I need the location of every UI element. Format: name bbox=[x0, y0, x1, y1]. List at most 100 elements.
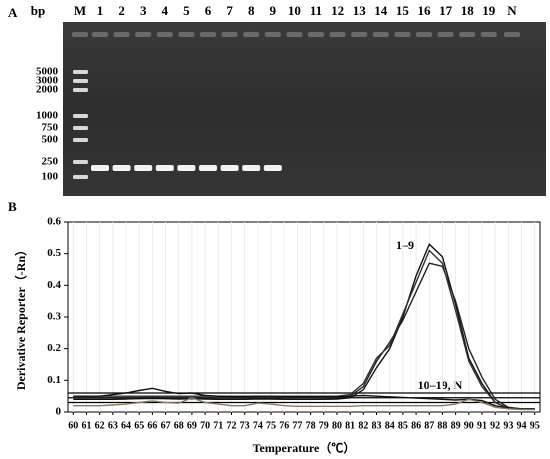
melt-curve bbox=[73, 397, 535, 411]
lane-label: M bbox=[74, 3, 86, 18]
sample-band bbox=[112, 165, 131, 171]
ladder-band bbox=[73, 88, 88, 92]
melt-curve bbox=[73, 262, 535, 410]
well bbox=[264, 32, 281, 37]
x-tick-label: 67 bbox=[161, 420, 171, 431]
x-tick-label: 77 bbox=[292, 420, 302, 431]
ladder-label: 3000 bbox=[36, 75, 59, 87]
x-tick-label: 71 bbox=[213, 420, 223, 431]
x-tick-label: 94 bbox=[517, 420, 527, 431]
lane-label: 18 bbox=[461, 3, 475, 18]
x-tick-label: 85 bbox=[398, 420, 408, 431]
sample-band bbox=[91, 165, 109, 171]
lane-label: 8 bbox=[248, 3, 255, 18]
lane-label: 5 bbox=[183, 3, 190, 18]
ladder-band bbox=[73, 70, 88, 74]
x-tick-label: 78 bbox=[306, 420, 316, 431]
sample-band bbox=[220, 165, 239, 171]
well bbox=[504, 32, 520, 37]
ladder-label: 250 bbox=[42, 156, 59, 168]
panel-label: B bbox=[8, 199, 17, 214]
x-tick-label: 93 bbox=[503, 420, 513, 431]
x-tick-label: 92 bbox=[490, 420, 500, 431]
well bbox=[72, 32, 88, 37]
x-tick-label: 60 bbox=[68, 420, 78, 431]
annotation: 1–9 bbox=[396, 238, 414, 252]
lane-label: 11 bbox=[310, 3, 322, 18]
sample-band bbox=[134, 165, 153, 171]
x-tick-label: 72 bbox=[226, 420, 236, 431]
ladder-band bbox=[73, 138, 88, 142]
well bbox=[308, 32, 324, 37]
sample-band bbox=[155, 165, 174, 171]
ladder-label: 100 bbox=[42, 171, 59, 183]
panel-label: A bbox=[8, 5, 18, 20]
well bbox=[200, 32, 216, 37]
x-tick-label: 95 bbox=[530, 420, 540, 431]
x-tick-label: 79 bbox=[319, 420, 329, 431]
x-tick-label: 90 bbox=[464, 420, 474, 431]
x-tick-label: 87 bbox=[424, 420, 434, 431]
sample-band bbox=[242, 165, 261, 171]
x-tick-label: 73 bbox=[240, 420, 250, 431]
x-tick-label: 76 bbox=[279, 420, 289, 431]
x-tick-label: 86 bbox=[411, 420, 421, 431]
lane-label: 9 bbox=[270, 3, 277, 18]
lane-label: 6 bbox=[205, 3, 212, 18]
well bbox=[221, 32, 238, 37]
x-axis-label: Temperature（℃） bbox=[253, 440, 356, 455]
x-tick-label: 80 bbox=[332, 420, 342, 431]
sample-band bbox=[199, 165, 217, 171]
x-tick-label: 89 bbox=[451, 420, 461, 431]
x-tick-label: 69 bbox=[187, 420, 197, 431]
ladder-band bbox=[73, 114, 88, 118]
sample-band bbox=[263, 165, 282, 171]
lane-label: 2 bbox=[118, 3, 125, 18]
x-tick-label: 83 bbox=[372, 420, 382, 431]
x-tick-label: 70 bbox=[200, 420, 210, 431]
x-tick-label: 62 bbox=[95, 420, 105, 431]
lane-label: 7 bbox=[226, 3, 233, 18]
melt-curve bbox=[73, 249, 535, 410]
x-tick-label: 74 bbox=[253, 420, 263, 431]
ladder-label: 750 bbox=[42, 122, 59, 134]
y-tick-label: 0.5 bbox=[47, 247, 61, 259]
well bbox=[243, 32, 260, 37]
y-tick-label: 0.2 bbox=[47, 342, 61, 354]
lane-label: 14 bbox=[374, 3, 388, 18]
well bbox=[135, 32, 152, 37]
ladder-band bbox=[73, 175, 88, 179]
x-tick-label: 75 bbox=[266, 420, 276, 431]
lane-label: 12 bbox=[331, 3, 344, 18]
well bbox=[92, 32, 108, 37]
x-tick-label: 61 bbox=[81, 420, 91, 431]
ladder-label: 500 bbox=[42, 134, 59, 146]
x-tick-label: 88 bbox=[437, 420, 447, 431]
well bbox=[372, 32, 389, 37]
lane-label: 1 bbox=[97, 3, 104, 18]
lane-label: 17 bbox=[439, 3, 453, 18]
x-tick-label: 63 bbox=[108, 420, 118, 431]
x-tick-label: 81 bbox=[345, 420, 355, 431]
well bbox=[329, 32, 346, 37]
y-tick-label: 0.1 bbox=[47, 374, 61, 386]
y-tick-label: 0.3 bbox=[47, 311, 61, 323]
y-tick-label: 0.4 bbox=[47, 279, 61, 291]
ladder-band bbox=[73, 126, 88, 130]
lane-label: 10 bbox=[288, 3, 301, 18]
x-tick-label: 64 bbox=[121, 420, 131, 431]
melt-curve bbox=[73, 242, 535, 410]
ladder-band bbox=[73, 79, 88, 83]
lane-label: 16 bbox=[418, 3, 432, 18]
lane-label: 4 bbox=[162, 3, 169, 18]
lane-label: 15 bbox=[396, 3, 410, 18]
ladder-label: 2000 bbox=[36, 84, 59, 96]
well bbox=[459, 32, 476, 37]
lane-label: 3 bbox=[140, 3, 147, 18]
x-tick-label: 91 bbox=[477, 420, 487, 431]
ladder-label: 1000 bbox=[36, 110, 59, 122]
well bbox=[113, 32, 130, 37]
well bbox=[394, 32, 411, 37]
lane-label: 13 bbox=[353, 3, 367, 18]
